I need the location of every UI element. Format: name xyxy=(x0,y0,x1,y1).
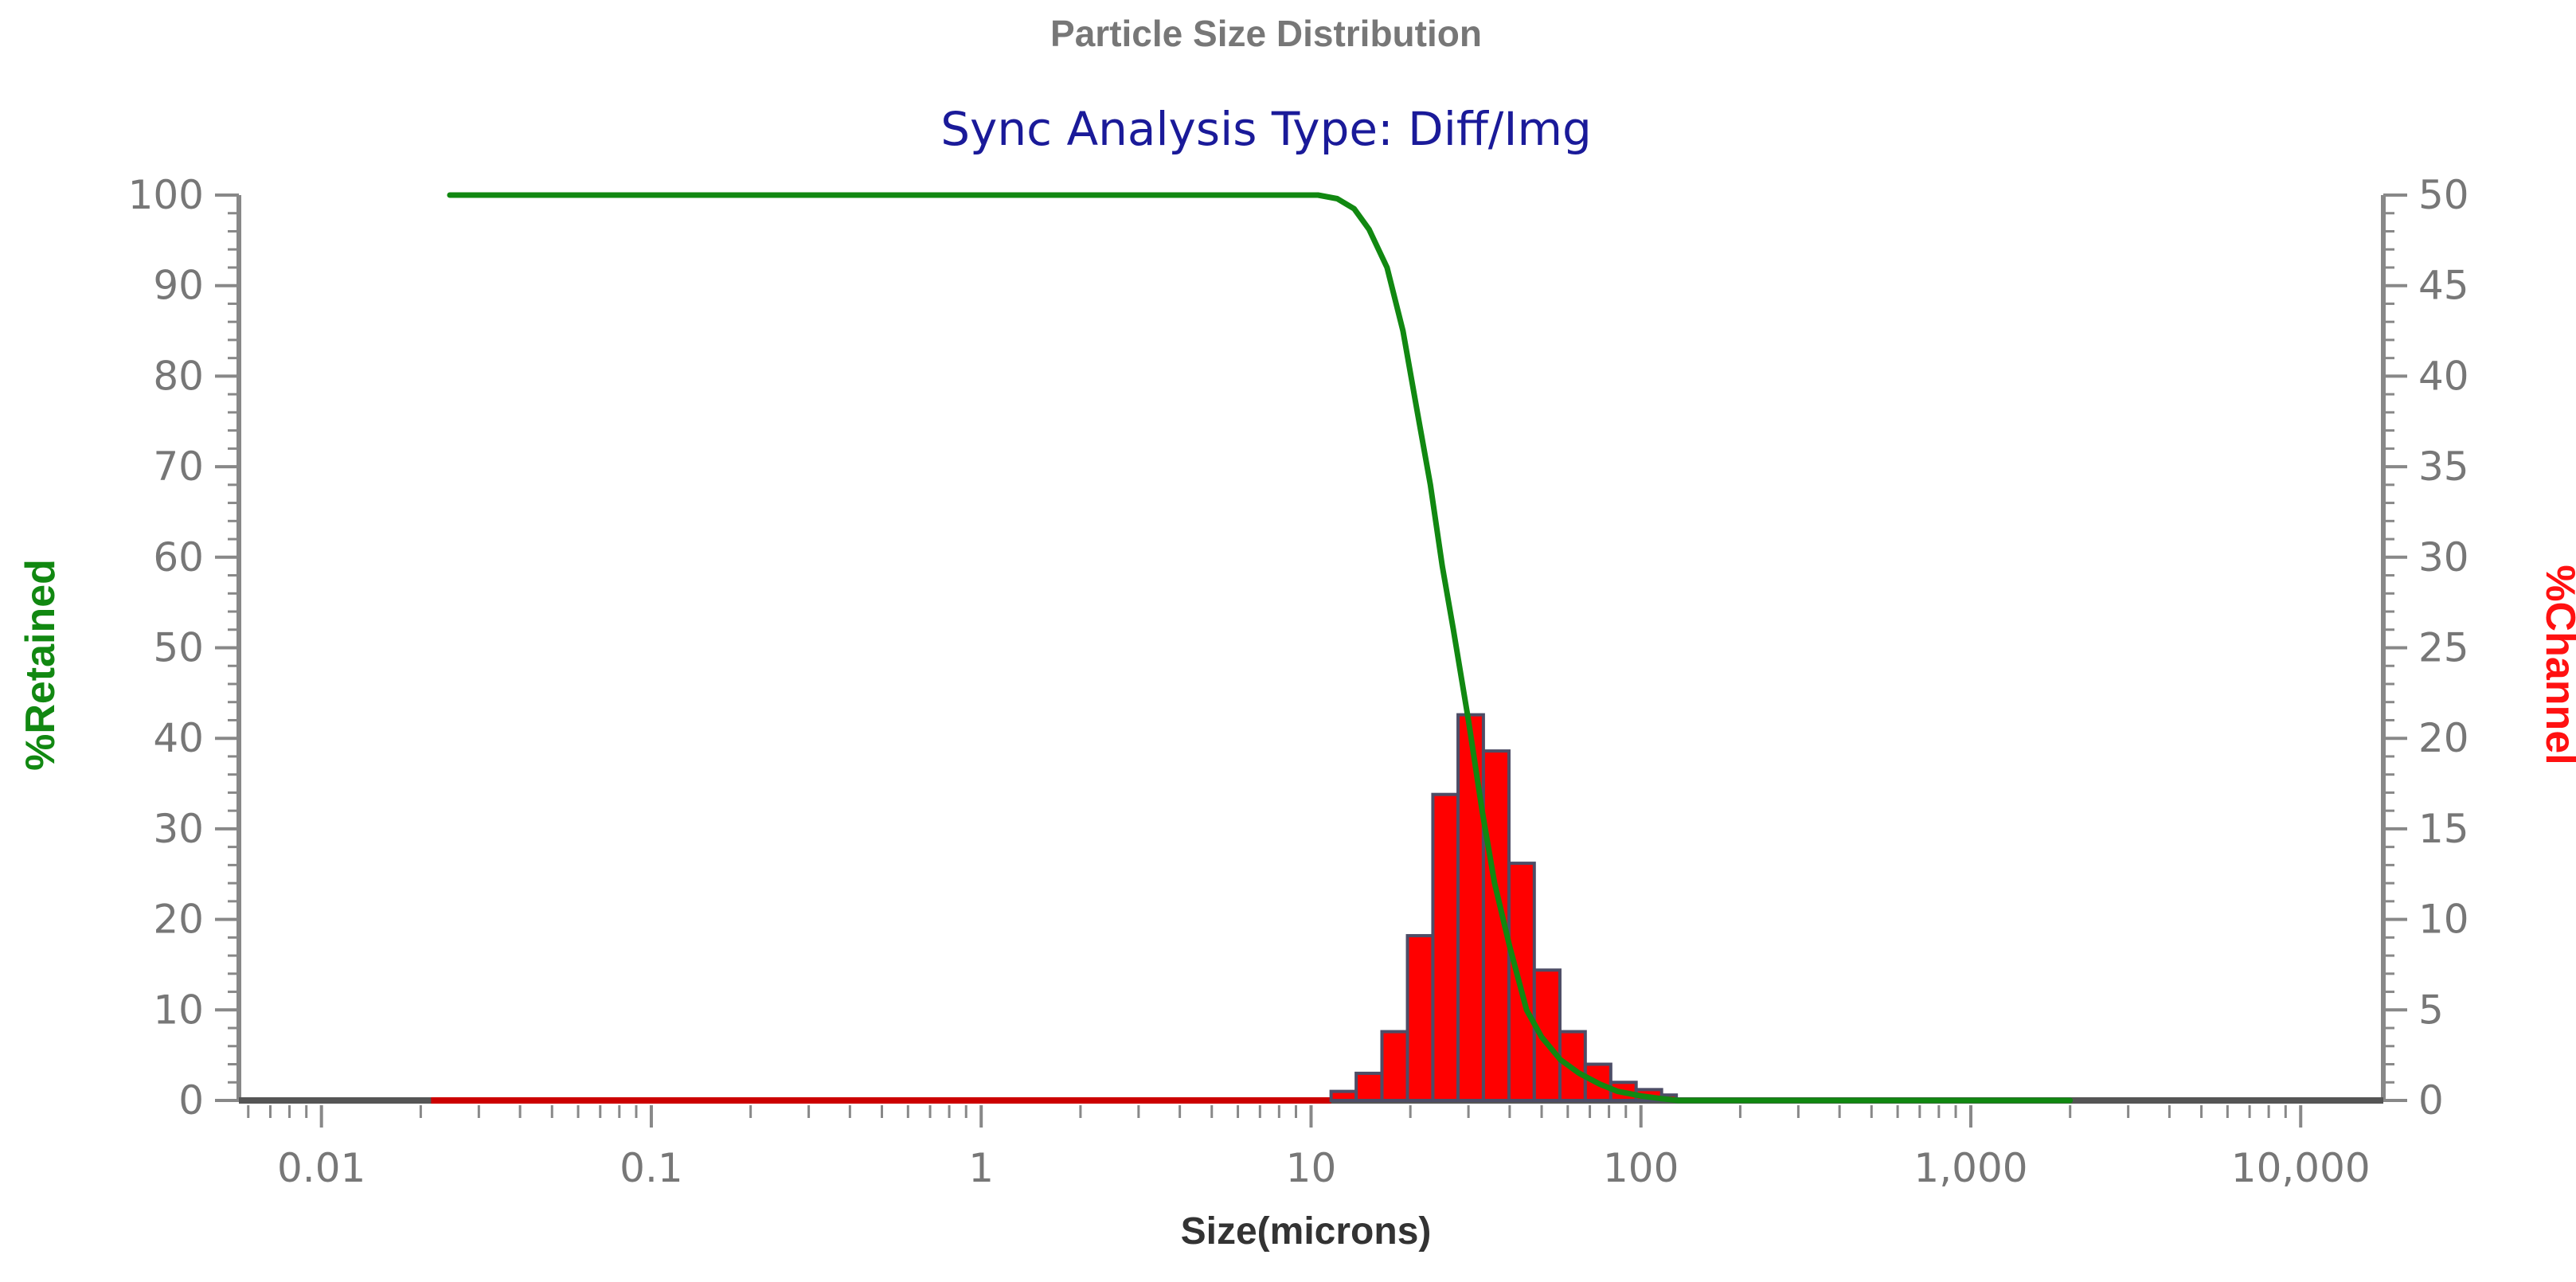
channel-bar xyxy=(1456,713,1485,1102)
y-axis-right-label: %Channel xyxy=(2537,565,2576,764)
x-tick-label: 0.01 xyxy=(277,1145,365,1191)
y-left-tick-label: 80 xyxy=(153,353,204,399)
y-left-tick-label: 100 xyxy=(128,172,204,218)
y-left-tick-label: 30 xyxy=(153,806,204,852)
channel-bar xyxy=(1354,1071,1384,1103)
y-right-tick-label: 45 xyxy=(2418,263,2469,309)
y-right-tick-label: 5 xyxy=(2418,987,2444,1033)
y-left-tick-label: 10 xyxy=(153,987,204,1033)
x-tick-label: 0.1 xyxy=(620,1145,683,1191)
y-right-tick-label: 15 xyxy=(2418,806,2469,852)
x-tick-label: 1,000 xyxy=(1913,1145,2027,1191)
channel-bar xyxy=(1380,1030,1409,1103)
channel-bar xyxy=(1431,792,1460,1102)
x-tick-label: 100 xyxy=(1603,1145,1679,1191)
y-left-tick-label: 90 xyxy=(153,263,204,309)
channel-bar xyxy=(1405,934,1435,1103)
y-right-tick-label: 0 xyxy=(2418,1077,2444,1124)
y-right-tick-label: 50 xyxy=(2418,172,2469,218)
y-left-tick-label: 0 xyxy=(178,1077,204,1124)
y-right-tick-label: 25 xyxy=(2418,625,2469,671)
y-right-tick-label: 30 xyxy=(2418,534,2469,580)
channel-bar xyxy=(1329,1089,1358,1103)
y-left-tick-label: 50 xyxy=(153,625,204,671)
axes: 0 10 20 30 40 50 60 70 80 90 100 0 5 10 15 20 25 30 35 40 45… xyxy=(128,172,2469,1191)
x-tick-label: 10,000 xyxy=(2231,1145,2371,1191)
x-axis-label: Size(microns) xyxy=(1181,1210,1432,1253)
x-tick-label: 10 xyxy=(1286,1145,1337,1191)
y-left-tick-label: 20 xyxy=(153,897,204,943)
retained-series-line xyxy=(447,192,2074,1104)
x-tick-label: 1 xyxy=(968,1145,994,1191)
y-right-tick-label: 10 xyxy=(2418,897,2469,943)
chart-title: Particle Size Distribution xyxy=(1050,13,1482,54)
y-axis-left-label: %Retained xyxy=(18,559,64,771)
y-left-tick-label: 70 xyxy=(153,444,204,490)
y-right-tick-label: 40 xyxy=(2418,353,2469,399)
channel-bars xyxy=(239,713,2383,1104)
y-left-tick-label: 40 xyxy=(153,715,204,761)
chart-subtitle: Sync Analysis Type: Diff/Img xyxy=(940,102,1592,156)
retained-line xyxy=(447,192,2074,1104)
y-right-tick-label: 20 xyxy=(2418,715,2469,761)
y-left-tick-label: 60 xyxy=(153,534,204,580)
y-right-tick-label: 35 xyxy=(2418,444,2469,490)
